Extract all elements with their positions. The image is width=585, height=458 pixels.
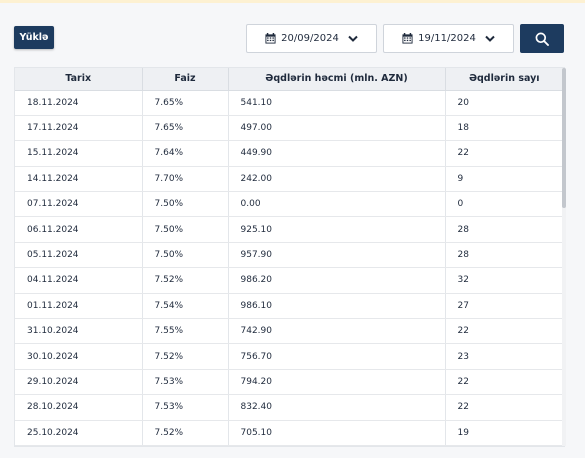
table-row: 01.11.2024 7.54% 986.10 27 <box>15 293 563 320</box>
cell-volume: 742.90 <box>228 318 446 345</box>
column-header-rate[interactable]: Faiz <box>142 68 229 91</box>
date-from-picker[interactable]: 20/09/2024 <box>246 24 377 53</box>
toolbar: Yüklə 20/09/2024 <box>0 0 585 60</box>
column-header-volume[interactable]: Əqdlərin həcmi (mln. AZN) <box>228 68 446 91</box>
table-row: 14.11.2024 7.70% 242.00 9 <box>15 166 563 193</box>
cell-date: 29.10.2024 <box>15 369 143 396</box>
cell-date: 28.10.2024 <box>15 394 143 421</box>
cell-volume: 925.10 <box>228 216 446 243</box>
cell-count: 22 <box>445 140 563 167</box>
rates-table: Tarix Faiz Əqdlərin həcmi (mln. AZN) Əqd… <box>15 68 563 446</box>
cell-volume: 705.10 <box>228 420 446 446</box>
cell-date: 14.11.2024 <box>15 166 143 193</box>
table-scrollbar[interactable] <box>562 68 566 446</box>
cell-rate: 7.50% <box>142 191 229 218</box>
cell-count: 23 <box>445 343 563 370</box>
cell-count: 22 <box>445 369 563 396</box>
search-icon <box>535 32 549 46</box>
date-from-value: 20/09/2024 <box>281 33 339 44</box>
cell-volume: 986.20 <box>228 267 446 294</box>
cell-volume: 242.00 <box>228 166 446 193</box>
cell-rate: 7.53% <box>142 394 229 421</box>
scrollbar-thumb[interactable] <box>562 68 566 208</box>
table-row: 04.11.2024 7.52% 986.20 32 <box>15 267 563 294</box>
table-row: 25.10.2024 7.52% 705.10 19 <box>15 420 563 446</box>
cell-date: 05.11.2024 <box>15 242 143 269</box>
cell-rate: 7.53% <box>142 369 229 396</box>
cell-volume: 0.00 <box>228 191 446 218</box>
table-row: 30.10.2024 7.52% 756.70 23 <box>15 343 563 370</box>
cell-rate: 7.65% <box>142 115 229 142</box>
cell-rate: 7.65% <box>142 90 229 116</box>
cell-date: 04.11.2024 <box>15 267 143 294</box>
date-to-value: 19/11/2024 <box>418 33 476 44</box>
cell-rate: 7.52% <box>142 420 229 446</box>
cell-volume: 497.00 <box>228 115 446 142</box>
cell-rate: 7.52% <box>142 267 229 294</box>
search-button[interactable] <box>520 24 564 53</box>
cell-rate: 7.50% <box>142 242 229 269</box>
cell-rate: 7.64% <box>142 140 229 167</box>
table-header-row: Tarix Faiz Əqdlərin həcmi (mln. AZN) Əqd… <box>15 68 563 91</box>
table-row: 06.11.2024 7.50% 925.10 28 <box>15 216 563 243</box>
table-row: 07.11.2024 7.50% 0.00 0 <box>15 191 563 218</box>
cell-volume: 449.90 <box>228 140 446 167</box>
cell-count: 22 <box>445 318 563 345</box>
cell-date: 30.10.2024 <box>15 343 143 370</box>
cell-count: 32 <box>445 267 563 294</box>
table-row: 15.11.2024 7.64% 449.90 22 <box>15 140 563 167</box>
cell-rate: 7.50% <box>142 216 229 243</box>
cell-rate: 7.54% <box>142 293 229 320</box>
cell-volume: 756.70 <box>228 343 446 370</box>
table-row: 05.11.2024 7.50% 957.90 28 <box>15 242 563 269</box>
cell-count: 20 <box>445 90 563 116</box>
column-header-count[interactable]: Əqdlərin sayı <box>445 68 563 91</box>
cell-rate: 7.55% <box>142 318 229 345</box>
chevron-down-icon <box>348 35 358 42</box>
cell-count: 28 <box>445 216 563 243</box>
cell-rate: 7.70% <box>142 166 229 193</box>
cell-date: 31.10.2024 <box>15 318 143 345</box>
cell-date: 01.11.2024 <box>15 293 143 320</box>
cell-date: 15.11.2024 <box>15 140 143 167</box>
date-to-picker[interactable]: 19/11/2024 <box>383 24 514 53</box>
table-row: 29.10.2024 7.53% 794.20 22 <box>15 369 563 396</box>
table-row: 17.11.2024 7.65% 497.00 18 <box>15 115 563 142</box>
table-row: 18.11.2024 7.65% 541.10 20 <box>15 90 563 116</box>
cell-count: 28 <box>445 242 563 269</box>
top-accent-strip <box>0 0 585 3</box>
calendar-icon <box>402 33 413 44</box>
cell-rate: 7.52% <box>142 343 229 370</box>
cell-count: 9 <box>445 166 563 193</box>
cell-date: 18.11.2024 <box>15 90 143 116</box>
cell-count: 0 <box>445 191 563 218</box>
calendar-icon <box>265 33 276 44</box>
download-button[interactable]: Yüklə <box>14 26 54 49</box>
cell-date: 06.11.2024 <box>15 216 143 243</box>
cell-volume: 986.10 <box>228 293 446 320</box>
cell-volume: 794.20 <box>228 369 446 396</box>
cell-volume: 541.10 <box>228 90 446 116</box>
cell-count: 22 <box>445 394 563 421</box>
chevron-down-icon <box>485 35 495 42</box>
table-row: 31.10.2024 7.55% 742.90 22 <box>15 318 563 345</box>
cell-date: 07.11.2024 <box>15 191 143 218</box>
cell-date: 25.10.2024 <box>15 420 143 446</box>
cell-date: 17.11.2024 <box>15 115 143 142</box>
cell-count: 19 <box>445 420 563 446</box>
rates-table-container: Tarix Faiz Əqdlərin həcmi (mln. AZN) Əqd… <box>14 67 565 447</box>
cell-count: 27 <box>445 293 563 320</box>
cell-volume: 832.40 <box>228 394 446 421</box>
table-row: 28.10.2024 7.53% 832.40 22 <box>15 394 563 421</box>
cell-volume: 957.90 <box>228 242 446 269</box>
cell-count: 18 <box>445 115 563 142</box>
column-header-date[interactable]: Tarix <box>15 68 143 91</box>
